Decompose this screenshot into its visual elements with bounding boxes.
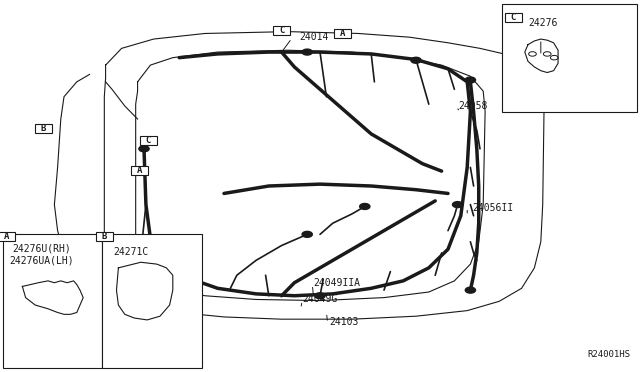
Text: 24276: 24276 <box>529 18 558 28</box>
Bar <box>35 124 52 133</box>
Text: 24056II: 24056II <box>472 203 513 212</box>
Circle shape <box>452 202 463 208</box>
Text: B: B <box>41 124 46 133</box>
Text: 24276UA(LH): 24276UA(LH) <box>9 256 74 265</box>
Bar <box>102 234 202 368</box>
Bar <box>131 166 148 175</box>
Text: 24276U(RH): 24276U(RH) <box>13 243 72 253</box>
Text: A: A <box>137 166 142 175</box>
Bar <box>3 234 102 368</box>
Circle shape <box>139 146 149 152</box>
Circle shape <box>302 231 312 237</box>
Bar <box>96 232 113 241</box>
Text: B: B <box>102 232 107 241</box>
Circle shape <box>360 203 370 209</box>
Circle shape <box>302 49 312 55</box>
Circle shape <box>139 257 149 263</box>
Bar <box>273 26 290 35</box>
Circle shape <box>465 77 476 83</box>
Text: C: C <box>279 26 284 35</box>
Text: C: C <box>146 136 151 145</box>
Bar <box>505 13 522 22</box>
Circle shape <box>465 287 476 293</box>
Text: 24271C: 24271C <box>113 247 149 257</box>
Bar <box>334 29 351 38</box>
Text: 24014: 24014 <box>300 32 329 42</box>
Text: 24058: 24058 <box>458 101 488 111</box>
Text: 24049G: 24049G <box>302 295 337 304</box>
Text: 24049IIA: 24049IIA <box>314 279 360 288</box>
Text: 24103: 24103 <box>330 317 359 327</box>
Circle shape <box>315 293 325 299</box>
Bar <box>502 4 637 112</box>
Circle shape <box>411 57 421 63</box>
Bar <box>0 232 15 241</box>
Text: A: A <box>4 232 9 241</box>
Text: A: A <box>340 29 345 38</box>
Text: R24001HS: R24001HS <box>588 350 630 359</box>
Text: C: C <box>511 13 516 22</box>
Bar <box>140 136 157 145</box>
